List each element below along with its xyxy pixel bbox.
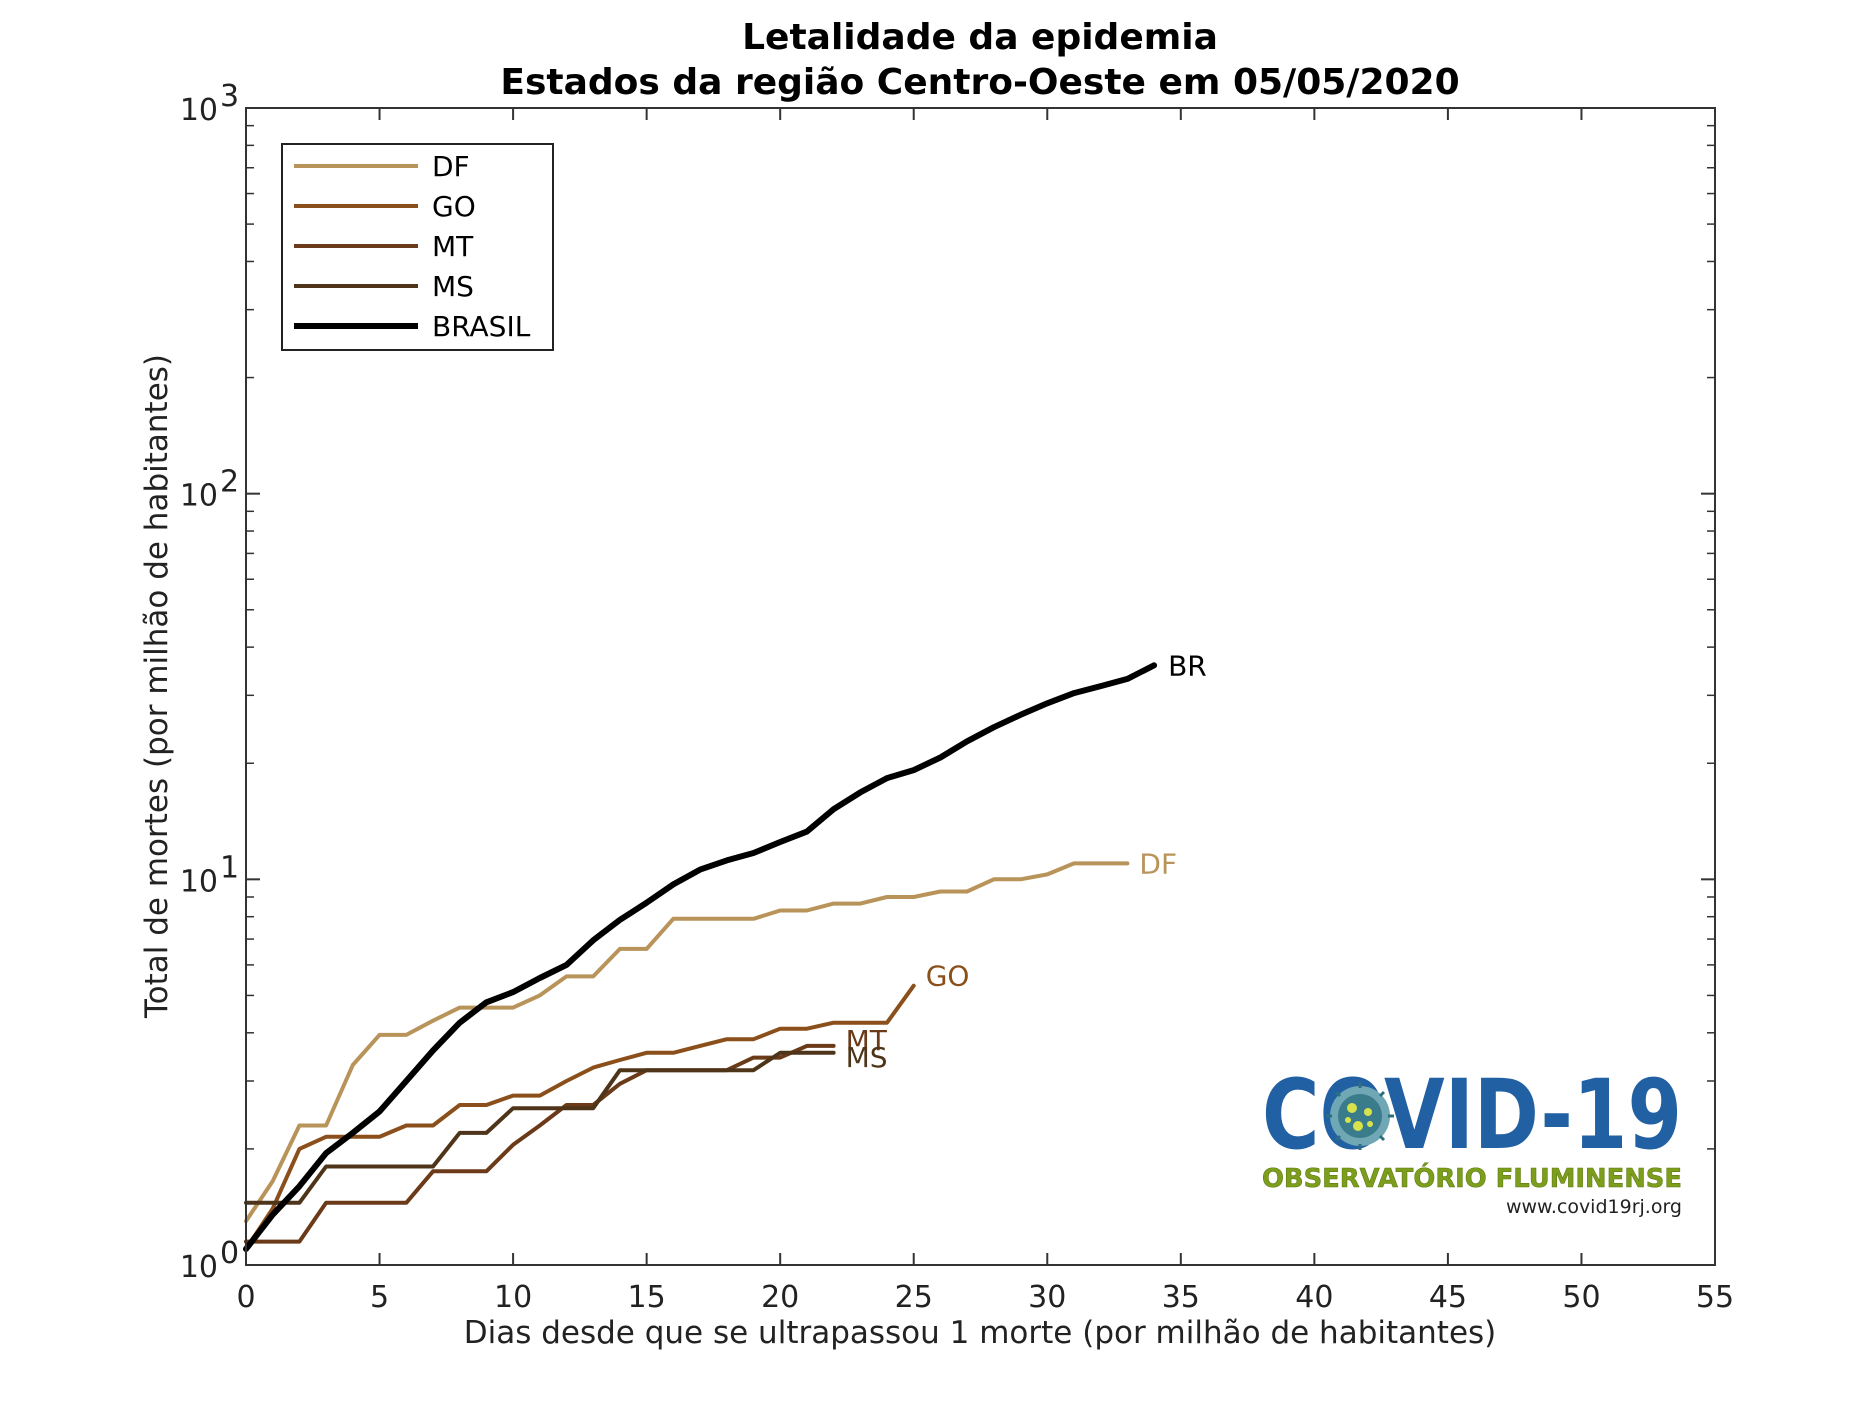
y-tick-label: 10 xyxy=(180,479,218,514)
series-lines xyxy=(243,662,1158,1252)
x-tick-label: 50 xyxy=(1562,1280,1600,1315)
legend-label-ms: MS xyxy=(432,270,474,303)
legend-label-mt: MT xyxy=(432,230,474,263)
x-tick-label: 25 xyxy=(895,1280,933,1315)
logo-subtitle: OBSERVATÓRIO FLUMINENSE xyxy=(1262,1162,1682,1194)
legend-label-brasil: BRASIL xyxy=(432,310,531,343)
x-tick-label: 5 xyxy=(370,1280,389,1315)
x-tick-label: 40 xyxy=(1295,1280,1333,1315)
y-axis-label: Total de mortes (por milhão de habitante… xyxy=(139,354,175,1019)
y-tick-label: 10 xyxy=(180,864,218,899)
y-tick-exponent: 1 xyxy=(220,850,239,885)
legend-label-df: DF xyxy=(432,150,470,183)
plot-frame xyxy=(245,107,1716,1266)
x-tick-label: 10 xyxy=(494,1280,532,1315)
series-line-mt xyxy=(244,1043,836,1244)
axis-ticks xyxy=(245,107,1716,1266)
x-tick-label: 30 xyxy=(1028,1280,1066,1315)
x-tick-label: 20 xyxy=(761,1280,799,1315)
legend: DF GO MT MS BRASIL xyxy=(281,143,554,351)
y-tick-label: 10 xyxy=(180,1250,218,1285)
end-label-df: DF xyxy=(1139,847,1177,880)
series-line-brasil xyxy=(243,662,1158,1252)
x-tick-label: 0 xyxy=(236,1280,255,1315)
y-tick-label: 10 xyxy=(180,93,218,128)
covid19-logo: COVID-19 OBSERVATÓRIO FLUMINENSE www.cov… xyxy=(1262,1059,1683,1218)
y-tick-exponent: 0 xyxy=(220,1236,239,1271)
x-tick-label: 55 xyxy=(1696,1280,1734,1315)
legend-label-go: GO xyxy=(432,190,476,223)
series-line-df xyxy=(244,861,1130,1224)
end-label-ms: MS xyxy=(846,1041,888,1074)
logo-url: www.covid19rj.org xyxy=(1506,1196,1682,1218)
series-line-go xyxy=(244,983,916,1251)
y-tick-exponent: 3 xyxy=(220,79,239,114)
y-tick-exponent: 2 xyxy=(220,465,239,500)
end-label-brasil: BR xyxy=(1168,649,1207,682)
series-line-ms xyxy=(244,1050,836,1205)
chart-subtitle: Estados da região Centro-Oeste em 05/05/… xyxy=(500,62,1459,103)
x-tick-label: 35 xyxy=(1162,1280,1200,1315)
chart-title: Letalidade da epidemia xyxy=(742,17,1218,58)
x-axis-label: Dias desde que se ultrapassou 1 morte (p… xyxy=(464,1315,1497,1351)
end-label-mt: MT xyxy=(846,1024,888,1057)
logo-title: COVID-19 xyxy=(1262,1059,1682,1171)
virus-icon xyxy=(1326,1082,1394,1150)
end-label-go: GO xyxy=(926,960,970,993)
x-tick-label: 15 xyxy=(628,1280,666,1315)
x-tick-label: 45 xyxy=(1429,1280,1467,1315)
